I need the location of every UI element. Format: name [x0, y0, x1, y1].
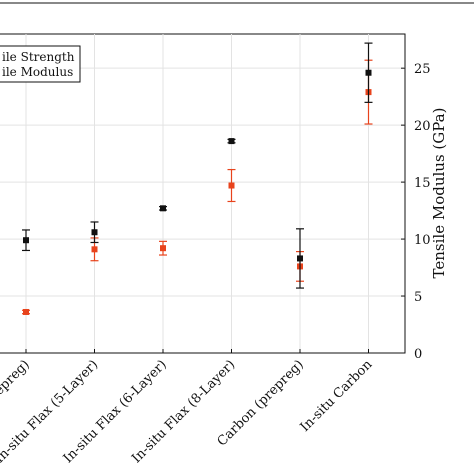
legend-label-tensile-modulus: ile Modulus: [2, 65, 73, 79]
y-tick-label: 10: [414, 233, 431, 248]
plot-frame: [0, 33, 406, 354]
tensile-strength-marker: [23, 237, 29, 244]
y-tick-label: 5: [414, 290, 422, 305]
tensile-modulus-marker: [160, 245, 166, 252]
x-axis: prepreg)In-situ Flax (5-Layer)In-situ Fl…: [0, 349, 376, 466]
tensile-modulus-marker: [228, 182, 235, 189]
tensile-strength-marker: [160, 205, 166, 212]
y-tick-label: 25: [414, 62, 431, 77]
tensile-strength-marker: [365, 69, 372, 76]
grid-lines: [0, 34, 405, 353]
tensile-strength-marker: [91, 229, 98, 236]
right-y-axis-label: Tensile Modulus (GPa): [430, 108, 448, 279]
legend-box: [0, 45, 81, 83]
tensile-strength-marker: [297, 255, 303, 262]
legend: ile Strength ile Modulus: [0, 45, 81, 83]
tensile-modulus-marker: [23, 308, 29, 315]
y-tick-label: 20: [414, 119, 431, 134]
right-y-axis: 0 5 10 15 20 25: [401, 62, 431, 362]
y-tick-label: 0: [414, 347, 422, 362]
x-tick-label: prepreg): [0, 357, 33, 409]
tensile-strength-marker: [228, 138, 235, 145]
x-tick-label: In-situ Carbon: [298, 357, 376, 435]
legend-label-tensile-strength: ile Strength: [2, 50, 75, 64]
y-tick-label: 15: [414, 176, 431, 191]
data-marks: [22, 42, 373, 315]
tensile-modulus-marker: [91, 246, 98, 253]
